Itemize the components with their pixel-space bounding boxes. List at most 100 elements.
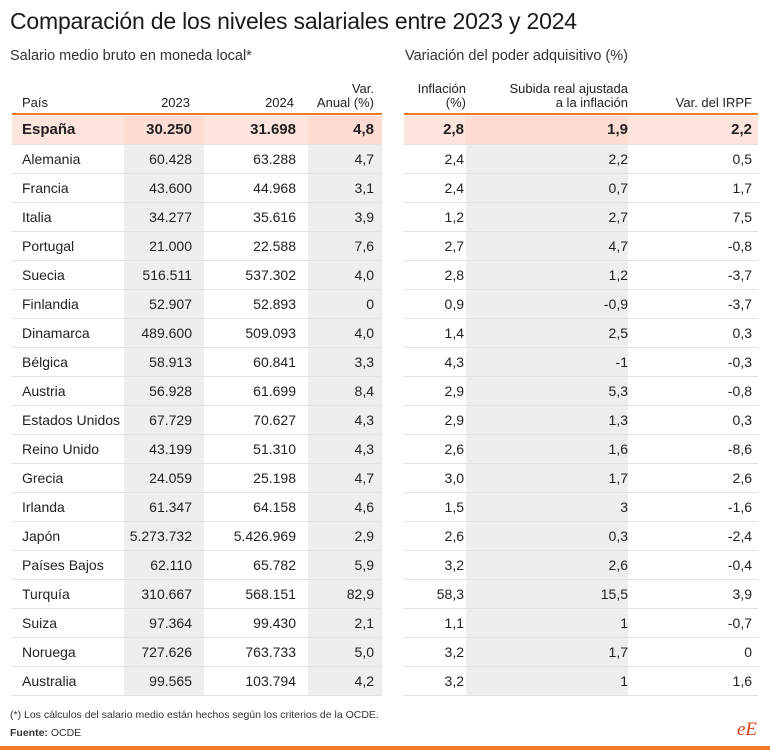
cell-2024: 568.151 [245,586,296,602]
cell-inflacion: 1,1 [444,615,464,631]
table-row: 2,7 4,7 -0,8 [404,232,758,261]
cell-var-anual: 4,0 [308,261,382,289]
table-row: Francia 43.600 44.968 3,1 [12,174,382,203]
cell-var-anual: 2,1 [308,609,382,637]
header-subida-real: Subida real ajustada a la inflación [509,82,628,110]
cell-pais: Suecia [22,267,65,283]
table-row: Bélgica 58.913 60.841 3,3 [12,348,382,377]
row-divider [12,434,382,435]
purchasing-power-table: 2,8 1,9 2,2 2,4 2,2 0,5 2,4 0,7 1,7 1,2 2,7 7,5 2,7 4… [404,116,758,696]
cell-pais: Dinamarca [22,325,90,341]
cell-2024: 103.794 [245,673,296,689]
cell-subida-real: 15,5 [466,580,628,608]
cell-inflacion: 2,9 [444,383,464,399]
cell-pais: Irlanda [22,499,65,515]
row-divider [404,144,758,145]
cell-2023: 24.059 [124,464,204,492]
cell-var-irpf: 0,3 [732,412,752,428]
cell-subida-real: -0,9 [466,290,628,318]
cell-2023: 21.000 [124,232,204,260]
row-divider [404,550,758,551]
row-divider [404,376,758,377]
cell-pais: Estados Unidos [22,412,121,428]
cell-var-anual: 8,4 [308,377,382,405]
cell-subida-real: 3 [466,493,628,521]
table-row: 2,4 0,7 1,7 [404,174,758,203]
cell-subida-real: 1,7 [466,638,628,666]
row-divider [404,260,758,261]
cell-inflacion: 3,2 [444,557,464,573]
cell-var-anual: 4,7 [308,464,382,492]
cell-var-anual: 5,0 [308,638,382,666]
header-rule-left [12,113,382,115]
cell-var-irpf: -3,7 [727,296,752,312]
cell-pais: España [22,121,76,138]
table-row: Austria 56.928 61.699 8,4 [12,377,382,406]
cell-2023: 60.428 [124,145,204,173]
cell-2023: 56.928 [124,377,204,405]
row-divider [12,144,382,145]
cell-var-anual: 0 [308,290,382,318]
cell-inflacion: 2,8 [443,121,464,138]
cell-2024: 25.198 [253,470,296,486]
cell-var-irpf: -3,7 [727,267,752,283]
cell-var-anual: 4,3 [308,406,382,434]
table-row: 3,2 2,6 -0,4 [404,551,758,580]
table-row: Países Bajos 62.110 65.782 5,9 [12,551,382,580]
cell-2023: 310.667 [124,580,204,608]
header-inflacion: Inflación (%) [418,82,466,110]
source-label: Fuente: [10,727,48,739]
cell-inflacion: 0,9 [444,296,464,312]
cell-2024: 70.627 [253,412,296,428]
row-divider [12,521,382,522]
cell-subida-real: 2,2 [466,145,628,173]
cell-2024: 61.699 [253,383,296,399]
cell-pais: Portugal [22,238,75,254]
cell-2024: 31.698 [250,121,296,138]
row-divider [12,608,382,609]
header-var-irpf: Var. del IRPF [675,95,752,110]
table-row: 3,0 1,7 2,6 [404,464,758,493]
header-inflacion-line2: (%) [445,95,466,110]
cell-var-anual: 82,9 [308,580,382,608]
row-divider [12,666,382,667]
cell-2024: 44.968 [253,180,296,196]
row-divider [404,202,758,203]
row-divider [404,405,758,406]
cell-pais: Noruega [22,644,76,660]
cell-2023: 43.600 [124,174,204,202]
row-divider [12,231,382,232]
eleconomista-logo: eE [737,719,757,740]
cell-inflacion: 3,2 [444,673,464,689]
cell-pais: Turquía [22,586,70,602]
cell-2024: 509.093 [245,325,296,341]
row-divider [404,695,758,696]
table-row: Portugal 21.000 22.588 7,6 [12,232,382,261]
cell-subida-real: 1 [466,667,628,695]
cell-2023: 52.907 [124,290,204,318]
cell-var-anual: 5,9 [308,551,382,579]
logo-text: eE [737,719,757,740]
header-subida-line1: Subida real ajustada [509,81,628,96]
cell-var-anual: 4,2 [308,667,382,695]
table-row: 0,9 -0,9 -3,7 [404,290,758,319]
row-divider [12,173,382,174]
cell-2024: 51.310 [253,441,296,457]
subtitle-salary: Salario medio bruto en moneda local* [10,48,252,64]
cell-var-irpf: 0,3 [732,325,752,341]
cell-var-irpf: -8,6 [727,441,752,457]
cell-subida-real: 0,3 [466,522,628,550]
cell-var-anual: 7,6 [308,232,382,260]
header-subida-line2: a la inflación [555,95,628,110]
cell-subida-real: 4,7 [466,232,628,260]
cell-var-irpf: -2,4 [727,528,752,544]
salary-table: España 30.250 31.698 4,8 Alemania 60.428 63.28… [12,116,382,696]
cell-2023: 58.913 [124,348,204,376]
subtitle-purchasing-power: Variación del poder adquisitivo (%) [405,48,628,64]
cell-2023: 516.511 [124,261,204,289]
table-row: Irlanda 61.347 64.158 4,6 [12,493,382,522]
table-row: 2,9 5,3 -0,8 [404,377,758,406]
cell-pais: Alemania [22,151,81,167]
header-rule-right [404,113,758,115]
cell-pais: Reino Unido [22,441,100,457]
